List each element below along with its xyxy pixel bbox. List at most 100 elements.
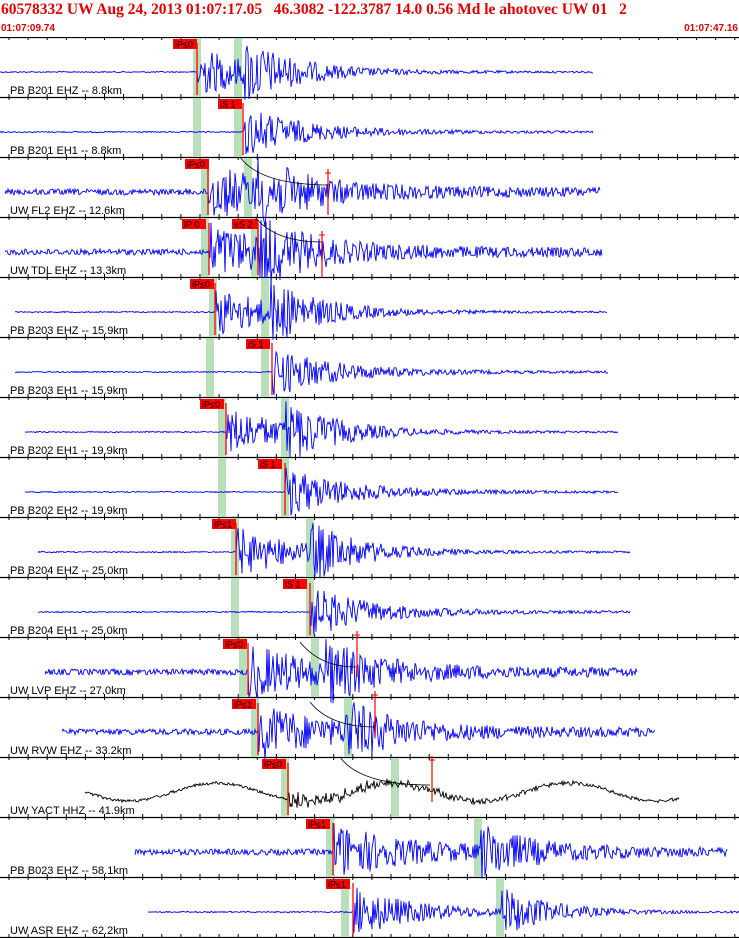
coda-curve xyxy=(309,701,376,728)
pick-label: iP≤1 xyxy=(214,520,232,530)
station-label: UW FL2 EHZ -- 12.6km xyxy=(10,205,125,217)
waveform xyxy=(24,467,619,516)
pick-label-box xyxy=(326,879,350,889)
trace-row: iP≤0 PB B203 EHZ -- 15.9km xyxy=(10,278,608,340)
p-arrival-band xyxy=(201,218,209,277)
p-arrival-band xyxy=(251,698,259,757)
pick-label: iP≤1 xyxy=(308,820,326,830)
pick-label: iP≤0 xyxy=(225,640,243,650)
pick-label-box xyxy=(212,519,236,529)
s-arrival-band xyxy=(251,218,259,277)
station-label: PB B203 EH1 -- 15.9km xyxy=(10,385,127,397)
pick-label-box xyxy=(246,339,270,349)
pick-label: iP≤0 xyxy=(202,400,220,410)
station-label: UW ASR EHZ -- 62.2km xyxy=(10,925,128,937)
pick-label-box xyxy=(218,99,242,109)
waveform xyxy=(14,350,609,396)
coda-curve xyxy=(239,156,331,186)
header: 60578332 UW Aug 24, 2013 01:07:17.05 46.… xyxy=(0,0,739,36)
pick-label-box xyxy=(185,159,209,169)
s-arrival-band xyxy=(496,878,504,937)
waveform xyxy=(37,590,631,635)
pick-label: iP≤0 xyxy=(264,760,282,770)
pick-label-box xyxy=(223,639,247,649)
trace-row: iP≤0 PB B201 EHZ -- 8.8km xyxy=(0,38,593,100)
coda-curve xyxy=(299,641,357,668)
pick-label: eS 2 xyxy=(234,220,253,230)
p-arrival-band xyxy=(218,398,226,457)
s-arrival-band xyxy=(391,758,399,817)
p-arrival-band xyxy=(206,338,214,397)
s-arrival-band xyxy=(474,818,482,877)
trace-row: iS 1 PB B202 EH2 -- 19.9km xyxy=(10,458,619,517)
waveform xyxy=(61,702,656,760)
p-arrival-band xyxy=(326,818,334,877)
pick-label: iP≤1 xyxy=(328,880,346,890)
trace-row: iP≤0 UW LVP EHZ -- 27.0km xyxy=(10,638,638,704)
trace-row: iS 1 PB B203 EH1 -- 15.9km xyxy=(10,338,609,397)
trace-row: iS 1 PB B201 EH1 -- 8.8km xyxy=(0,98,594,157)
s-arrival-band xyxy=(261,338,269,397)
time-start-label: 01:07:09.74 xyxy=(1,23,55,34)
s-arrival-band xyxy=(234,98,242,157)
trace-row: iP≤0 UW FL2 EHZ -- 12.6km xyxy=(4,158,601,227)
station-label: PB B204 EHZ -- 25.0km xyxy=(10,565,128,577)
coda-curve xyxy=(339,756,431,786)
waveform xyxy=(0,112,594,155)
waveform xyxy=(44,639,638,704)
station-label: UW YACT HHZ -- 41.9km xyxy=(10,805,135,817)
trace-row: iP≤0 PB B202 EH1 -- 19.9km xyxy=(10,398,619,458)
waveform xyxy=(4,158,601,227)
waveform xyxy=(37,523,631,579)
waveform xyxy=(0,46,593,100)
pick-label-box xyxy=(306,819,330,829)
station-label: UW RVW EHZ -- 33.2km xyxy=(10,745,131,757)
pick-label: iP≤1 xyxy=(234,700,252,710)
p-arrival-band xyxy=(218,458,226,517)
pick-label: iS 1 xyxy=(248,340,264,350)
trace-row: iS 1 PB B204 EH1 -- 25.0km xyxy=(10,578,631,637)
pick-label: iP 0 xyxy=(184,220,199,230)
pick-label: iP≤0 xyxy=(187,160,205,170)
p-arrival-band xyxy=(281,758,289,817)
p-arrival-band xyxy=(209,278,217,337)
pick-label-box xyxy=(283,579,307,589)
trace-row: iP 0 eS 2 UW TDL EHZ -- 13.3km xyxy=(4,218,603,286)
time-end-label: 01:07:47.16 xyxy=(684,23,738,34)
trace-row: iP≤1 UW ASR EHZ -- 62.2km xyxy=(10,878,739,937)
p-arrival-band xyxy=(341,878,349,937)
p-arrival-band xyxy=(231,578,239,637)
waveform xyxy=(148,887,739,933)
station-label: PB B202 EH1 -- 19.9km xyxy=(10,445,127,457)
seismogram-plot[interactable]: iP≤0 PB B201 EHZ -- 8.8km iS 1 PB B201 EH1 … xyxy=(0,37,739,938)
trace-row: iP≤1 PB B204 EHZ -- 25.0km xyxy=(10,518,631,579)
p-arrival-band xyxy=(239,638,247,697)
pick-label-box xyxy=(182,219,206,229)
pick-label: iS 1 xyxy=(260,460,276,470)
station-label: PB B201 EHZ -- 8.8km xyxy=(10,85,122,97)
station-label: PB B204 EH1 -- 25.0km xyxy=(10,625,127,637)
station-label: PB B202 EH2 -- 19.9km xyxy=(10,505,127,517)
trace-row: iP≤1 UW RVW EHZ -- 33.2km xyxy=(10,698,656,760)
pick-label: iP≤0 xyxy=(175,40,193,50)
event-title: 60578332 UW Aug 24, 2013 01:07:17.05 46.… xyxy=(1,1,627,18)
pick-label: iS 1 xyxy=(285,580,301,590)
p-arrival-band xyxy=(231,518,239,577)
pick-label-box xyxy=(173,39,197,49)
p-arrival-band xyxy=(201,158,209,217)
waveform xyxy=(14,278,608,340)
pick-label-box xyxy=(258,459,282,469)
p-arrival-band xyxy=(193,98,201,157)
waveform xyxy=(134,823,728,879)
trace-row: iP≤0 UW YACT HHZ -- 41.9km xyxy=(10,758,680,817)
s-arrival-band xyxy=(311,638,319,697)
trace-row: iP≤1 PB B023 EHZ -- 58.1km xyxy=(10,818,728,879)
pick-label-box xyxy=(232,699,256,709)
station-label: PB B203 EHZ -- 15.9km xyxy=(10,325,128,337)
s-arrival-band xyxy=(261,278,269,337)
waveform xyxy=(4,220,603,286)
station-label: UW TDL EHZ -- 13.3km xyxy=(10,265,126,277)
station-label: PB B201 EH1 -- 8.8km xyxy=(10,145,121,157)
coda-curve xyxy=(254,216,323,243)
station-label: PB B023 EHZ -- 58.1km xyxy=(10,865,128,877)
